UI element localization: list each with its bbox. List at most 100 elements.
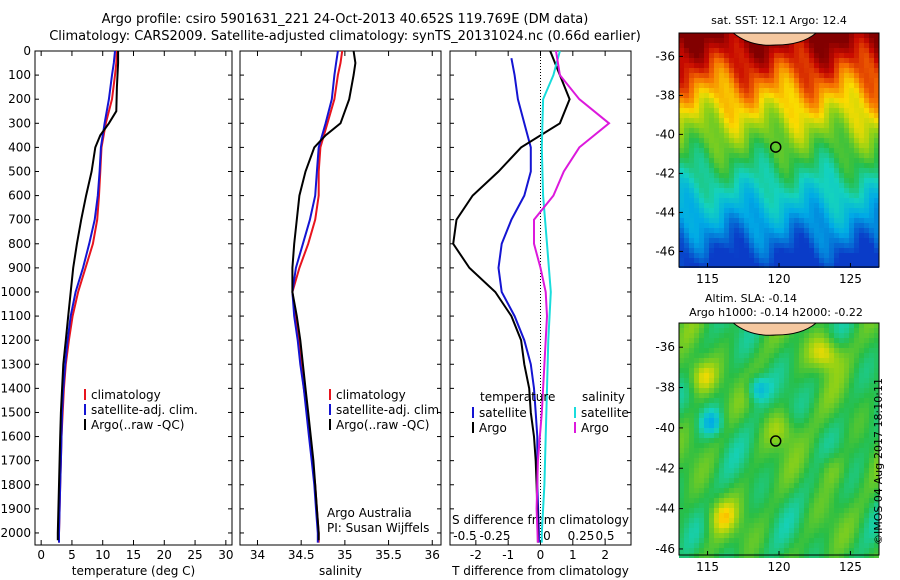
map-cell xyxy=(679,38,684,43)
map-cell xyxy=(794,463,799,468)
map-cell xyxy=(774,448,779,453)
map-cell xyxy=(724,153,729,158)
map-cell xyxy=(859,508,864,513)
map-cell xyxy=(699,153,704,158)
map-cell xyxy=(794,103,799,108)
map-cell xyxy=(784,458,789,463)
map-cell xyxy=(869,73,874,78)
map-cell xyxy=(864,538,869,543)
map-cell xyxy=(814,148,819,153)
map-cell xyxy=(829,428,834,433)
map-cell xyxy=(794,128,799,133)
map-cell xyxy=(684,408,689,413)
map-cell xyxy=(849,133,854,138)
map-cell xyxy=(719,348,724,353)
map-cell xyxy=(729,93,734,98)
map-cell xyxy=(769,363,774,368)
map-cell xyxy=(789,383,794,388)
map-cell xyxy=(759,438,764,443)
map-cell xyxy=(869,123,874,128)
map-cell xyxy=(784,413,789,418)
map-cell xyxy=(784,523,789,528)
map-cell xyxy=(859,338,864,343)
map-cell xyxy=(679,428,684,433)
map-cell xyxy=(739,538,744,543)
map-cell xyxy=(739,513,744,518)
map-cell xyxy=(864,198,869,203)
map-cell xyxy=(734,83,739,88)
map-cell xyxy=(749,408,754,413)
map-cell xyxy=(719,413,724,418)
map-cell xyxy=(749,93,754,98)
map-cell xyxy=(834,123,839,128)
map-cell xyxy=(779,413,784,418)
map-cell xyxy=(874,63,879,68)
map-cell xyxy=(839,373,844,378)
map-cell xyxy=(829,163,834,168)
map-cell xyxy=(804,438,809,443)
map-cell xyxy=(819,63,824,68)
map-cell xyxy=(724,168,729,173)
map-cell xyxy=(704,528,709,533)
map-cell xyxy=(864,123,869,128)
map-cell xyxy=(864,63,869,68)
map-cell xyxy=(874,208,879,213)
map-cell xyxy=(819,408,824,413)
map-cell xyxy=(744,93,749,98)
map-cell xyxy=(679,243,684,248)
map-cell xyxy=(719,228,724,233)
map-cell xyxy=(779,103,784,108)
map-cell xyxy=(804,118,809,123)
map-cell xyxy=(799,58,804,63)
map-cell xyxy=(819,353,824,358)
map-cell xyxy=(814,258,819,263)
map-cell xyxy=(789,433,794,438)
map-cell xyxy=(789,403,794,408)
map-cell xyxy=(844,343,849,348)
map-cell xyxy=(839,348,844,353)
map-cell xyxy=(829,328,834,333)
map-cell xyxy=(724,93,729,98)
map-cell xyxy=(729,258,734,263)
map-cell xyxy=(744,53,749,58)
map-cell xyxy=(849,253,854,258)
map-cell xyxy=(714,103,719,108)
map-cell xyxy=(839,223,844,228)
map-cell xyxy=(769,138,774,143)
map-cell xyxy=(774,478,779,483)
profile-annotation: Argo Australia xyxy=(327,506,412,520)
map-cell xyxy=(739,198,744,203)
map-cell xyxy=(859,88,864,93)
map-cell xyxy=(849,468,854,473)
map-cell xyxy=(694,488,699,493)
map-cell xyxy=(784,253,789,258)
map-cell xyxy=(849,138,854,143)
map-cell xyxy=(834,53,839,58)
map-cell xyxy=(709,58,714,63)
map-cell xyxy=(764,453,769,458)
map-cell xyxy=(864,238,869,243)
map-cell xyxy=(819,538,824,543)
map-cell xyxy=(859,98,864,103)
map-cell xyxy=(824,108,829,113)
map-cell xyxy=(794,58,799,63)
map-cell xyxy=(804,488,809,493)
map-cell xyxy=(824,213,829,218)
map-cell xyxy=(724,43,729,48)
map-cell xyxy=(819,123,824,128)
map-cell xyxy=(819,428,824,433)
map-cell xyxy=(729,188,734,193)
map-cell xyxy=(764,353,769,358)
map-cell xyxy=(834,193,839,198)
map-cell xyxy=(819,148,824,153)
map-cell xyxy=(744,248,749,253)
map-cell xyxy=(699,73,704,78)
map-cell xyxy=(714,433,719,438)
map-cell xyxy=(749,53,754,58)
map-cell xyxy=(709,423,714,428)
map-cell xyxy=(729,238,734,243)
map-cell xyxy=(749,88,754,93)
map-cell xyxy=(689,193,694,198)
legend-title: salinity xyxy=(582,390,625,404)
map-cell xyxy=(709,418,714,423)
